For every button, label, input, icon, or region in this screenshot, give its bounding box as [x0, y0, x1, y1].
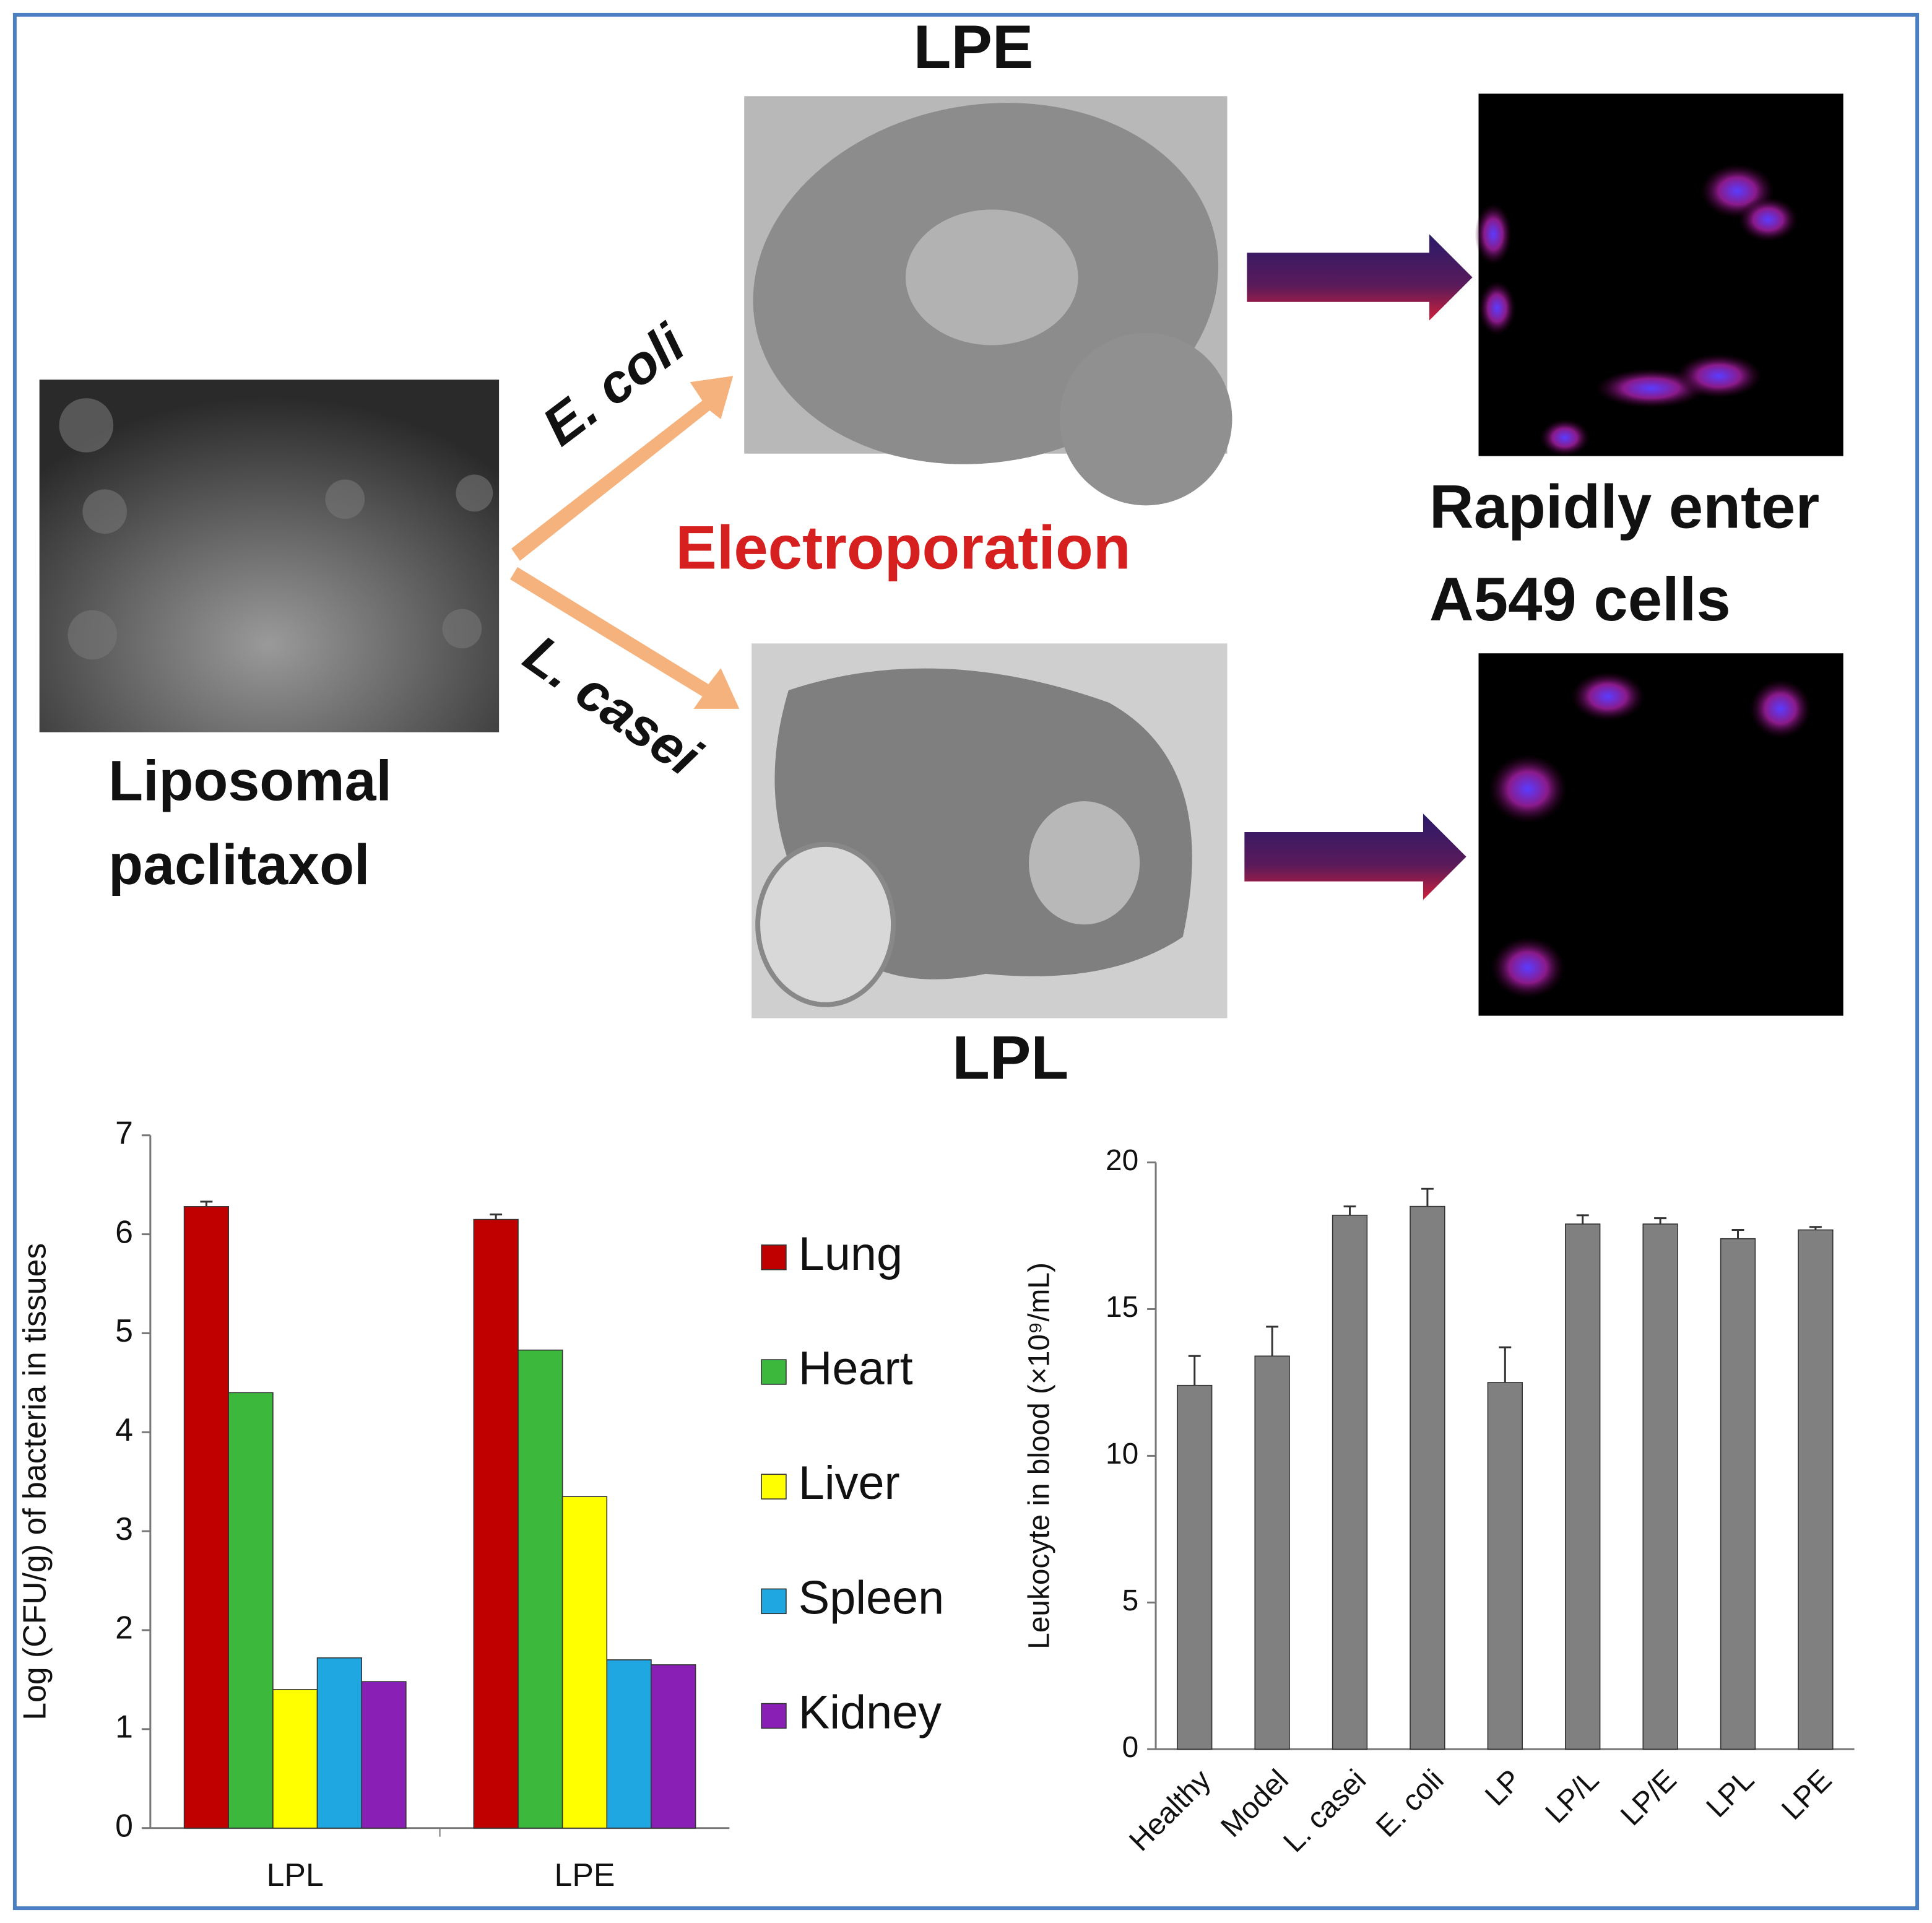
- arrow: [1244, 814, 1466, 900]
- bar: [1177, 1384, 1213, 1750]
- bar: [1410, 1205, 1445, 1750]
- legend-label: Heart: [799, 1343, 913, 1395]
- bar: [1642, 1223, 1678, 1750]
- y-tick-label: 10: [1106, 1438, 1138, 1470]
- y-tick-label: 1: [115, 1709, 133, 1745]
- y-tick-label: 0: [1122, 1731, 1139, 1764]
- y-tick-label: 7: [115, 1114, 133, 1150]
- source-label: Liposomal: [108, 749, 392, 812]
- y-tick-label: 15: [1106, 1291, 1138, 1324]
- bar: [272, 1689, 318, 1829]
- arrow: [510, 566, 740, 709]
- x-tick-label: LPL: [267, 1857, 324, 1893]
- legend-swatch: [761, 1244, 787, 1270]
- legend-swatch: [761, 1359, 787, 1385]
- y-tick-label: 6: [115, 1213, 133, 1249]
- bar: [651, 1664, 696, 1829]
- product-label: LPE: [914, 13, 1034, 82]
- bar: [561, 1496, 608, 1829]
- y-tick-label: 3: [115, 1511, 133, 1547]
- legend-label: Liver: [799, 1457, 900, 1509]
- legend-swatch: [761, 1588, 787, 1615]
- bar: [316, 1657, 362, 1829]
- legend-swatch: [761, 1703, 787, 1729]
- method-label: Electroporation: [675, 513, 1130, 582]
- legend-swatch: [761, 1474, 787, 1500]
- bar: [1332, 1215, 1368, 1750]
- bar: [1720, 1238, 1756, 1750]
- y-tick-label: 2: [115, 1610, 133, 1646]
- bar: [1487, 1382, 1523, 1750]
- legend-label: Lung: [799, 1228, 903, 1280]
- cell-image: [1478, 653, 1843, 1016]
- bar: [473, 1218, 519, 1829]
- y-tick-label: 20: [1106, 1144, 1138, 1177]
- bar: [183, 1206, 230, 1829]
- legend-label: Spleen: [799, 1572, 944, 1624]
- bar: [1254, 1355, 1290, 1750]
- legend-label: Kidney: [799, 1686, 942, 1739]
- arrow: [1247, 234, 1473, 321]
- result-label: A549 cells: [1429, 565, 1731, 634]
- product-label: LPL: [952, 1024, 1068, 1093]
- liposome-image: [39, 380, 500, 732]
- bar: [1798, 1229, 1834, 1750]
- arrow: [511, 376, 734, 561]
- bar: [606, 1659, 652, 1829]
- bar: [1565, 1223, 1601, 1750]
- y-axis-label: Log (CFU/g) of bacteria in tissues: [16, 1243, 52, 1721]
- lpl-image: [752, 643, 1228, 1018]
- bar: [228, 1392, 274, 1829]
- result-label: Rapidly enter: [1429, 473, 1819, 542]
- cell-image: [1475, 93, 1843, 456]
- bar: [518, 1349, 563, 1829]
- y-axis-label: Leukocyte in blood (×10⁹/mL): [1023, 1262, 1056, 1649]
- x-tick-label: LPE: [555, 1857, 615, 1893]
- y-tick-label: 0: [115, 1807, 133, 1843]
- bar: [361, 1681, 407, 1829]
- y-tick-label: 5: [1122, 1584, 1139, 1617]
- y-tick-label: 5: [115, 1313, 133, 1348]
- y-tick-label: 4: [115, 1412, 133, 1448]
- source-label: paclitaxol: [108, 833, 370, 896]
- lpe-image: [744, 96, 1232, 506]
